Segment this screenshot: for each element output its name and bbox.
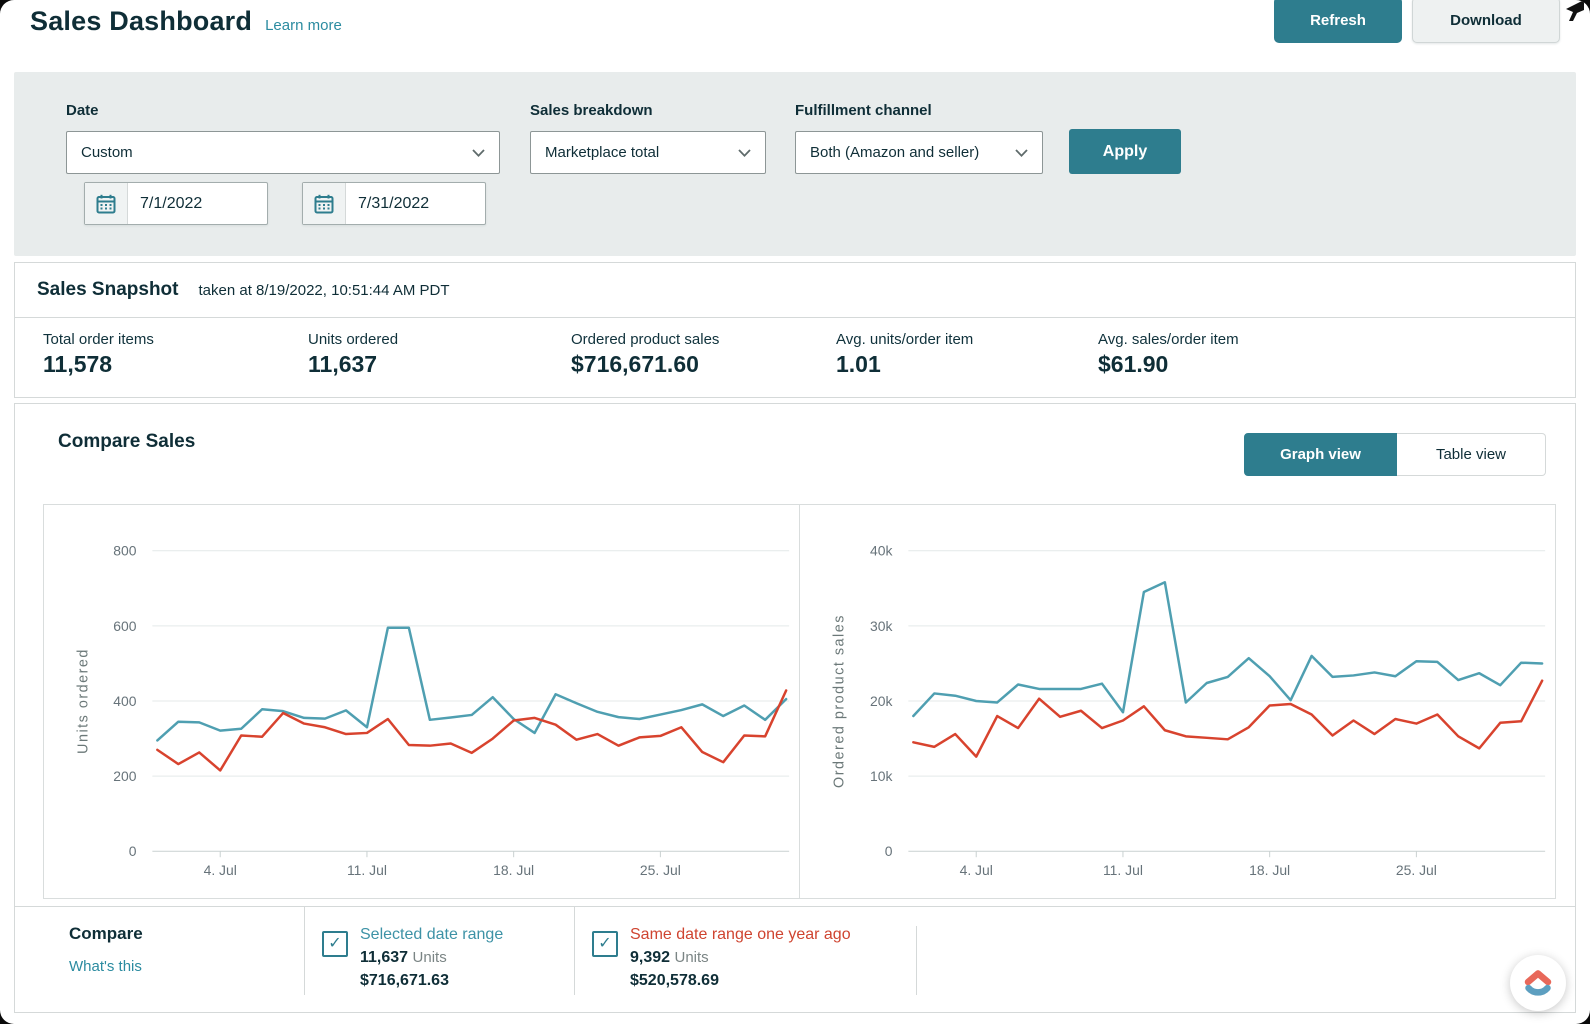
sales-snapshot-header: Sales Snapshot taken at 8/19/2022, 10:51…: [15, 263, 1575, 318]
sales-snapshot-section: Sales Snapshot taken at 8/19/2022, 10:51…: [14, 262, 1576, 398]
start-date-input: [84, 182, 268, 225]
compare-label: Compare: [69, 924, 143, 944]
units-ordered-chart: 0 200 400 600 800 4. Jul 11. Jul 18. Jul 25. Jul…: [44, 505, 799, 898]
units-ordered-chart-panel: 0 200 400 600 800 4. Jul 11. Jul 18. Jul 25. Jul…: [43, 504, 800, 899]
sales-snapshot-title: Sales Snapshot: [37, 279, 179, 301]
whats-this-link[interactable]: What's this: [69, 958, 143, 975]
compare-legend-row: Compare What's this ✓ Selected date rang…: [15, 906, 1575, 1014]
svg-text:30k: 30k: [870, 618, 892, 634]
svg-text:4. Jul: 4. Jul: [960, 862, 993, 878]
compare-sales-title: Compare Sales: [58, 431, 195, 453]
svg-text:4. Jul: 4. Jul: [204, 862, 237, 878]
legend-units-value: 11,637: [360, 949, 408, 966]
date-filter-label: Date: [66, 102, 99, 119]
metric-avg-units-per-order: Avg. units/order item 1.01: [836, 331, 973, 378]
sales-breakdown-label: Sales breakdown: [530, 102, 653, 119]
svg-text:20k: 20k: [870, 693, 892, 709]
legend-label: Same date range one year ago: [630, 926, 916, 944]
metric-units-ordered: Units ordered 11,637: [308, 331, 398, 378]
chevron-down-icon: [1015, 149, 1028, 157]
end-date-field[interactable]: [346, 183, 485, 224]
legend-item-selected-range: ✓ Selected date range 11,637 Units $716,…: [304, 907, 574, 995]
clickup-logo[interactable]: [1510, 955, 1566, 1011]
svg-text:10k: 10k: [870, 768, 892, 784]
svg-text:200: 200: [113, 768, 136, 784]
svg-text:800: 800: [113, 543, 136, 559]
metric-label: Avg. sales/order item: [1098, 331, 1239, 348]
metric-label: Ordered product sales: [571, 331, 719, 348]
svg-text:0: 0: [129, 843, 137, 859]
fulfillment-channel-select[interactable]: Both (Amazon and seller): [795, 131, 1043, 174]
svg-text:Ordered product sales: Ordered product sales: [832, 614, 848, 788]
metric-label: Units ordered: [308, 331, 398, 348]
compare-sales-section: Compare Sales Graph view Table view 0 200…: [14, 403, 1576, 1013]
legend-units-suffix: Units: [675, 949, 709, 966]
tab-graph-view[interactable]: Graph view: [1244, 433, 1397, 476]
svg-text:25. Jul: 25. Jul: [1396, 862, 1437, 878]
metric-label: Avg. units/order item: [836, 331, 973, 348]
svg-text:600: 600: [113, 618, 136, 634]
legend-item-previous-year: ✓ Same date range one year ago 9,392 Uni…: [574, 907, 916, 995]
fulfillment-channel-label: Fulfillment channel: [795, 102, 932, 119]
legend-sales: $716,671.63: [360, 972, 574, 990]
svg-text:40k: 40k: [870, 543, 892, 559]
end-date-input: [302, 182, 486, 225]
legend-sales: $520,578.69: [630, 972, 916, 990]
chevron-down-icon: [738, 149, 751, 157]
legend-units-suffix: Units: [413, 949, 447, 966]
chevron-down-icon: [472, 149, 485, 157]
metric-label: Total order items: [43, 331, 154, 348]
ordered-product-sales-chart: 0 10k 20k 30k 40k 4. Jul 11. Jul 18. Jul 25. Jul…: [800, 505, 1555, 898]
metric-value: $61.90: [1098, 351, 1239, 378]
legend-label: Selected date range: [360, 926, 574, 944]
svg-text:11. Jul: 11. Jul: [1103, 862, 1143, 878]
sales-dashboard-page: Sales Dashboard Learn more Refresh Downl…: [0, 0, 1590, 1024]
check-icon: ✓: [598, 936, 611, 952]
metric-avg-sales-per-order: Avg. sales/order item $61.90: [1098, 331, 1239, 378]
sales-breakdown-select[interactable]: Marketplace total: [530, 131, 766, 174]
date-range-value: Custom: [81, 144, 133, 161]
tab-table-view[interactable]: Table view: [1397, 433, 1546, 476]
metric-total-order-items: Total order items 11,578: [43, 331, 154, 378]
page-header: Sales Dashboard Learn more: [30, 6, 342, 37]
page-title: Sales Dashboard: [30, 6, 252, 37]
sales-breakdown-value: Marketplace total: [545, 144, 659, 161]
compare-legend-intro: Compare What's this: [69, 924, 143, 975]
metric-value: 11,637: [308, 351, 398, 378]
filters-bar: Date Custom: [14, 72, 1576, 256]
download-button[interactable]: Download: [1412, 0, 1560, 43]
previous-year-checkbox[interactable]: ✓: [592, 931, 618, 957]
legend-units: 9,392 Units: [630, 949, 916, 967]
metric-value: $716,671.60: [571, 351, 719, 378]
svg-text:Units ordered: Units ordered: [76, 648, 92, 754]
check-icon: ✓: [328, 936, 341, 952]
date-range-select[interactable]: Custom: [66, 131, 500, 174]
svg-text:25. Jul: 25. Jul: [640, 862, 681, 878]
learn-more-link[interactable]: Learn more: [265, 17, 342, 34]
svg-text:18. Jul: 18. Jul: [1249, 862, 1290, 878]
metric-value: 11,578: [43, 351, 154, 378]
calendar-icon[interactable]: [85, 183, 128, 224]
selected-range-checkbox[interactable]: ✓: [322, 931, 348, 957]
refresh-button[interactable]: Refresh: [1274, 0, 1402, 43]
charts-container: 0 200 400 600 800 4. Jul 11. Jul 18. Jul 25. Jul…: [43, 504, 1556, 899]
metric-ordered-product-sales: Ordered product sales $716,671.60: [571, 331, 719, 378]
svg-text:0: 0: [885, 843, 893, 859]
fulfillment-channel-value: Both (Amazon and seller): [810, 144, 979, 161]
svg-text:11. Jul: 11. Jul: [347, 862, 387, 878]
snapshot-timestamp: taken at 8/19/2022, 10:51:44 AM PDT: [199, 282, 450, 299]
metric-value: 1.01: [836, 351, 973, 378]
legend-divider: [916, 926, 917, 995]
legend-units: 11,637 Units: [360, 949, 574, 967]
legend-units-value: 9,392: [630, 949, 670, 966]
svg-text:18. Jul: 18. Jul: [493, 862, 534, 878]
calendar-icon[interactable]: [303, 183, 346, 224]
apply-button[interactable]: Apply: [1069, 129, 1181, 174]
start-date-field[interactable]: [128, 183, 267, 224]
mouse-cursor: [1556, 0, 1586, 22]
ordered-product-sales-chart-panel: 0 10k 20k 30k 40k 4. Jul 11. Jul 18. Jul 25. Jul…: [799, 504, 1556, 899]
svg-text:400: 400: [113, 693, 136, 709]
